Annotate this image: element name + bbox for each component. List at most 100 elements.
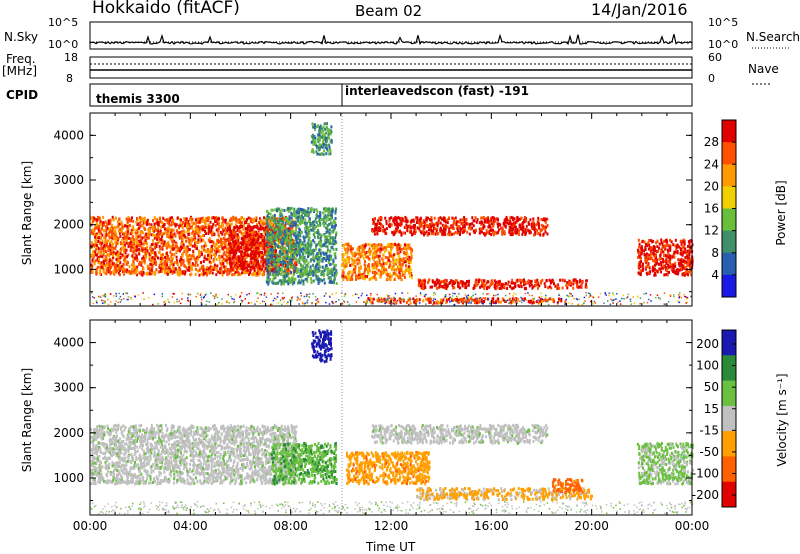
power-echo-cell xyxy=(407,268,410,272)
power-echo-cell xyxy=(292,268,295,271)
power-echo-cell xyxy=(100,245,103,249)
power-echo-cell xyxy=(208,226,211,230)
power-echo-cell xyxy=(312,270,315,274)
power-echo-cell xyxy=(246,268,249,272)
power-echo-cell xyxy=(544,228,547,231)
power-echo-cell xyxy=(289,238,292,242)
power-echo-cell xyxy=(527,221,530,225)
power-echo-cell xyxy=(493,217,496,221)
power-echo-cell xyxy=(388,262,391,266)
power-echo-cell xyxy=(264,252,267,256)
power-echo-cell xyxy=(181,232,184,235)
power-echo-cell xyxy=(265,266,268,270)
power-echo-cell xyxy=(310,228,313,232)
power-echo-cell xyxy=(186,245,189,249)
power-echo-cell xyxy=(386,256,389,260)
power-echo-cell xyxy=(326,248,329,252)
power-echo-cell xyxy=(281,259,284,263)
power-echo-cell xyxy=(243,264,246,268)
power-echo-cell xyxy=(328,270,331,274)
power-echo-cell xyxy=(400,222,403,226)
power-echo-cell xyxy=(149,245,152,248)
power-echo-cell xyxy=(259,269,262,272)
power-echo-cell xyxy=(121,246,124,250)
power-echo-cell xyxy=(458,220,461,224)
power-echo-cell xyxy=(518,217,521,221)
power-echo-cell xyxy=(274,254,277,258)
power-echo-cell xyxy=(488,229,491,233)
power-echo-cell xyxy=(212,257,215,261)
power-echo-cell xyxy=(229,251,232,255)
power-echo-cell xyxy=(329,257,332,261)
power-echo-cell xyxy=(198,253,200,257)
power-echo-cell xyxy=(331,236,334,240)
power-echo-cell xyxy=(249,217,252,220)
power-echo-cell xyxy=(98,231,101,235)
power-echo-cell xyxy=(220,239,223,243)
power-echo-cell xyxy=(143,220,146,224)
power-echo-cell xyxy=(326,227,329,231)
power-echo-cell xyxy=(285,238,288,242)
power-echo-cell xyxy=(227,247,230,251)
power-echo-cell xyxy=(155,228,158,232)
power-echo-cell xyxy=(150,266,153,270)
power-echo-cell xyxy=(326,229,329,233)
power-echo-cell xyxy=(170,257,173,261)
power-echo-cell xyxy=(269,226,272,230)
power-echo-cell xyxy=(175,249,178,253)
power-echo-cell xyxy=(333,265,336,269)
power-echo-cell xyxy=(349,278,352,282)
power-echo-cell xyxy=(305,270,308,274)
power-echo-cell xyxy=(313,256,316,260)
power-echo-cell xyxy=(295,247,297,251)
power-echo-cell xyxy=(163,242,165,246)
power-echo-cell xyxy=(237,220,239,224)
power-echo-cell xyxy=(108,246,111,249)
power-echo-cell xyxy=(252,245,255,249)
power-echo-cell xyxy=(254,225,257,229)
power-echo-cell xyxy=(443,224,446,228)
power-echo-cell xyxy=(405,220,408,224)
power-echo-cell xyxy=(394,262,397,266)
power-echo-cell xyxy=(194,218,197,222)
power-echo-cell xyxy=(301,258,304,262)
power-echo-cell xyxy=(156,221,159,224)
power-echo-cell xyxy=(277,269,280,273)
power-echo-cell xyxy=(245,260,248,264)
power-echo-cell xyxy=(322,244,325,248)
power-echo-cell xyxy=(134,231,137,235)
power-echo-cell xyxy=(230,264,232,268)
power-echo-cell xyxy=(536,228,539,232)
power-echo-cell xyxy=(287,282,290,286)
power-echo-cell xyxy=(301,214,303,218)
power-echo-cell xyxy=(175,229,178,233)
power-echo-cell xyxy=(333,242,336,246)
power-echo-cell xyxy=(276,209,279,213)
power-echo-cell xyxy=(266,277,269,281)
power-echo-cell xyxy=(202,228,204,232)
power-echo-cell xyxy=(423,226,426,230)
power-echo-cell xyxy=(114,226,117,230)
power-echo-cell xyxy=(394,223,397,227)
power-echo-cell xyxy=(237,255,240,259)
power-echo-cell xyxy=(208,260,211,264)
power-echo-cell xyxy=(365,255,368,259)
power-echo-cell xyxy=(180,241,183,245)
power-echo-cell xyxy=(268,220,271,223)
power-echo-cell xyxy=(155,260,158,264)
power-echo-cell xyxy=(218,258,221,262)
power-echo-cell xyxy=(312,239,315,243)
power-echo-cell xyxy=(495,232,498,235)
power-echo-cell xyxy=(281,222,284,226)
power-echo-cell xyxy=(326,215,329,219)
power-echo-cell xyxy=(354,271,357,275)
power-echo-cell xyxy=(303,248,306,252)
power-echo-cell xyxy=(329,236,332,240)
power-echo-cell xyxy=(210,254,213,258)
power-echo-cell xyxy=(162,232,165,236)
power-echo-cell xyxy=(281,238,283,242)
power-echo-cell xyxy=(222,257,225,261)
power-echo-cell xyxy=(239,264,242,268)
power-echo-cell xyxy=(321,279,324,283)
power-echo-cell xyxy=(392,245,395,249)
